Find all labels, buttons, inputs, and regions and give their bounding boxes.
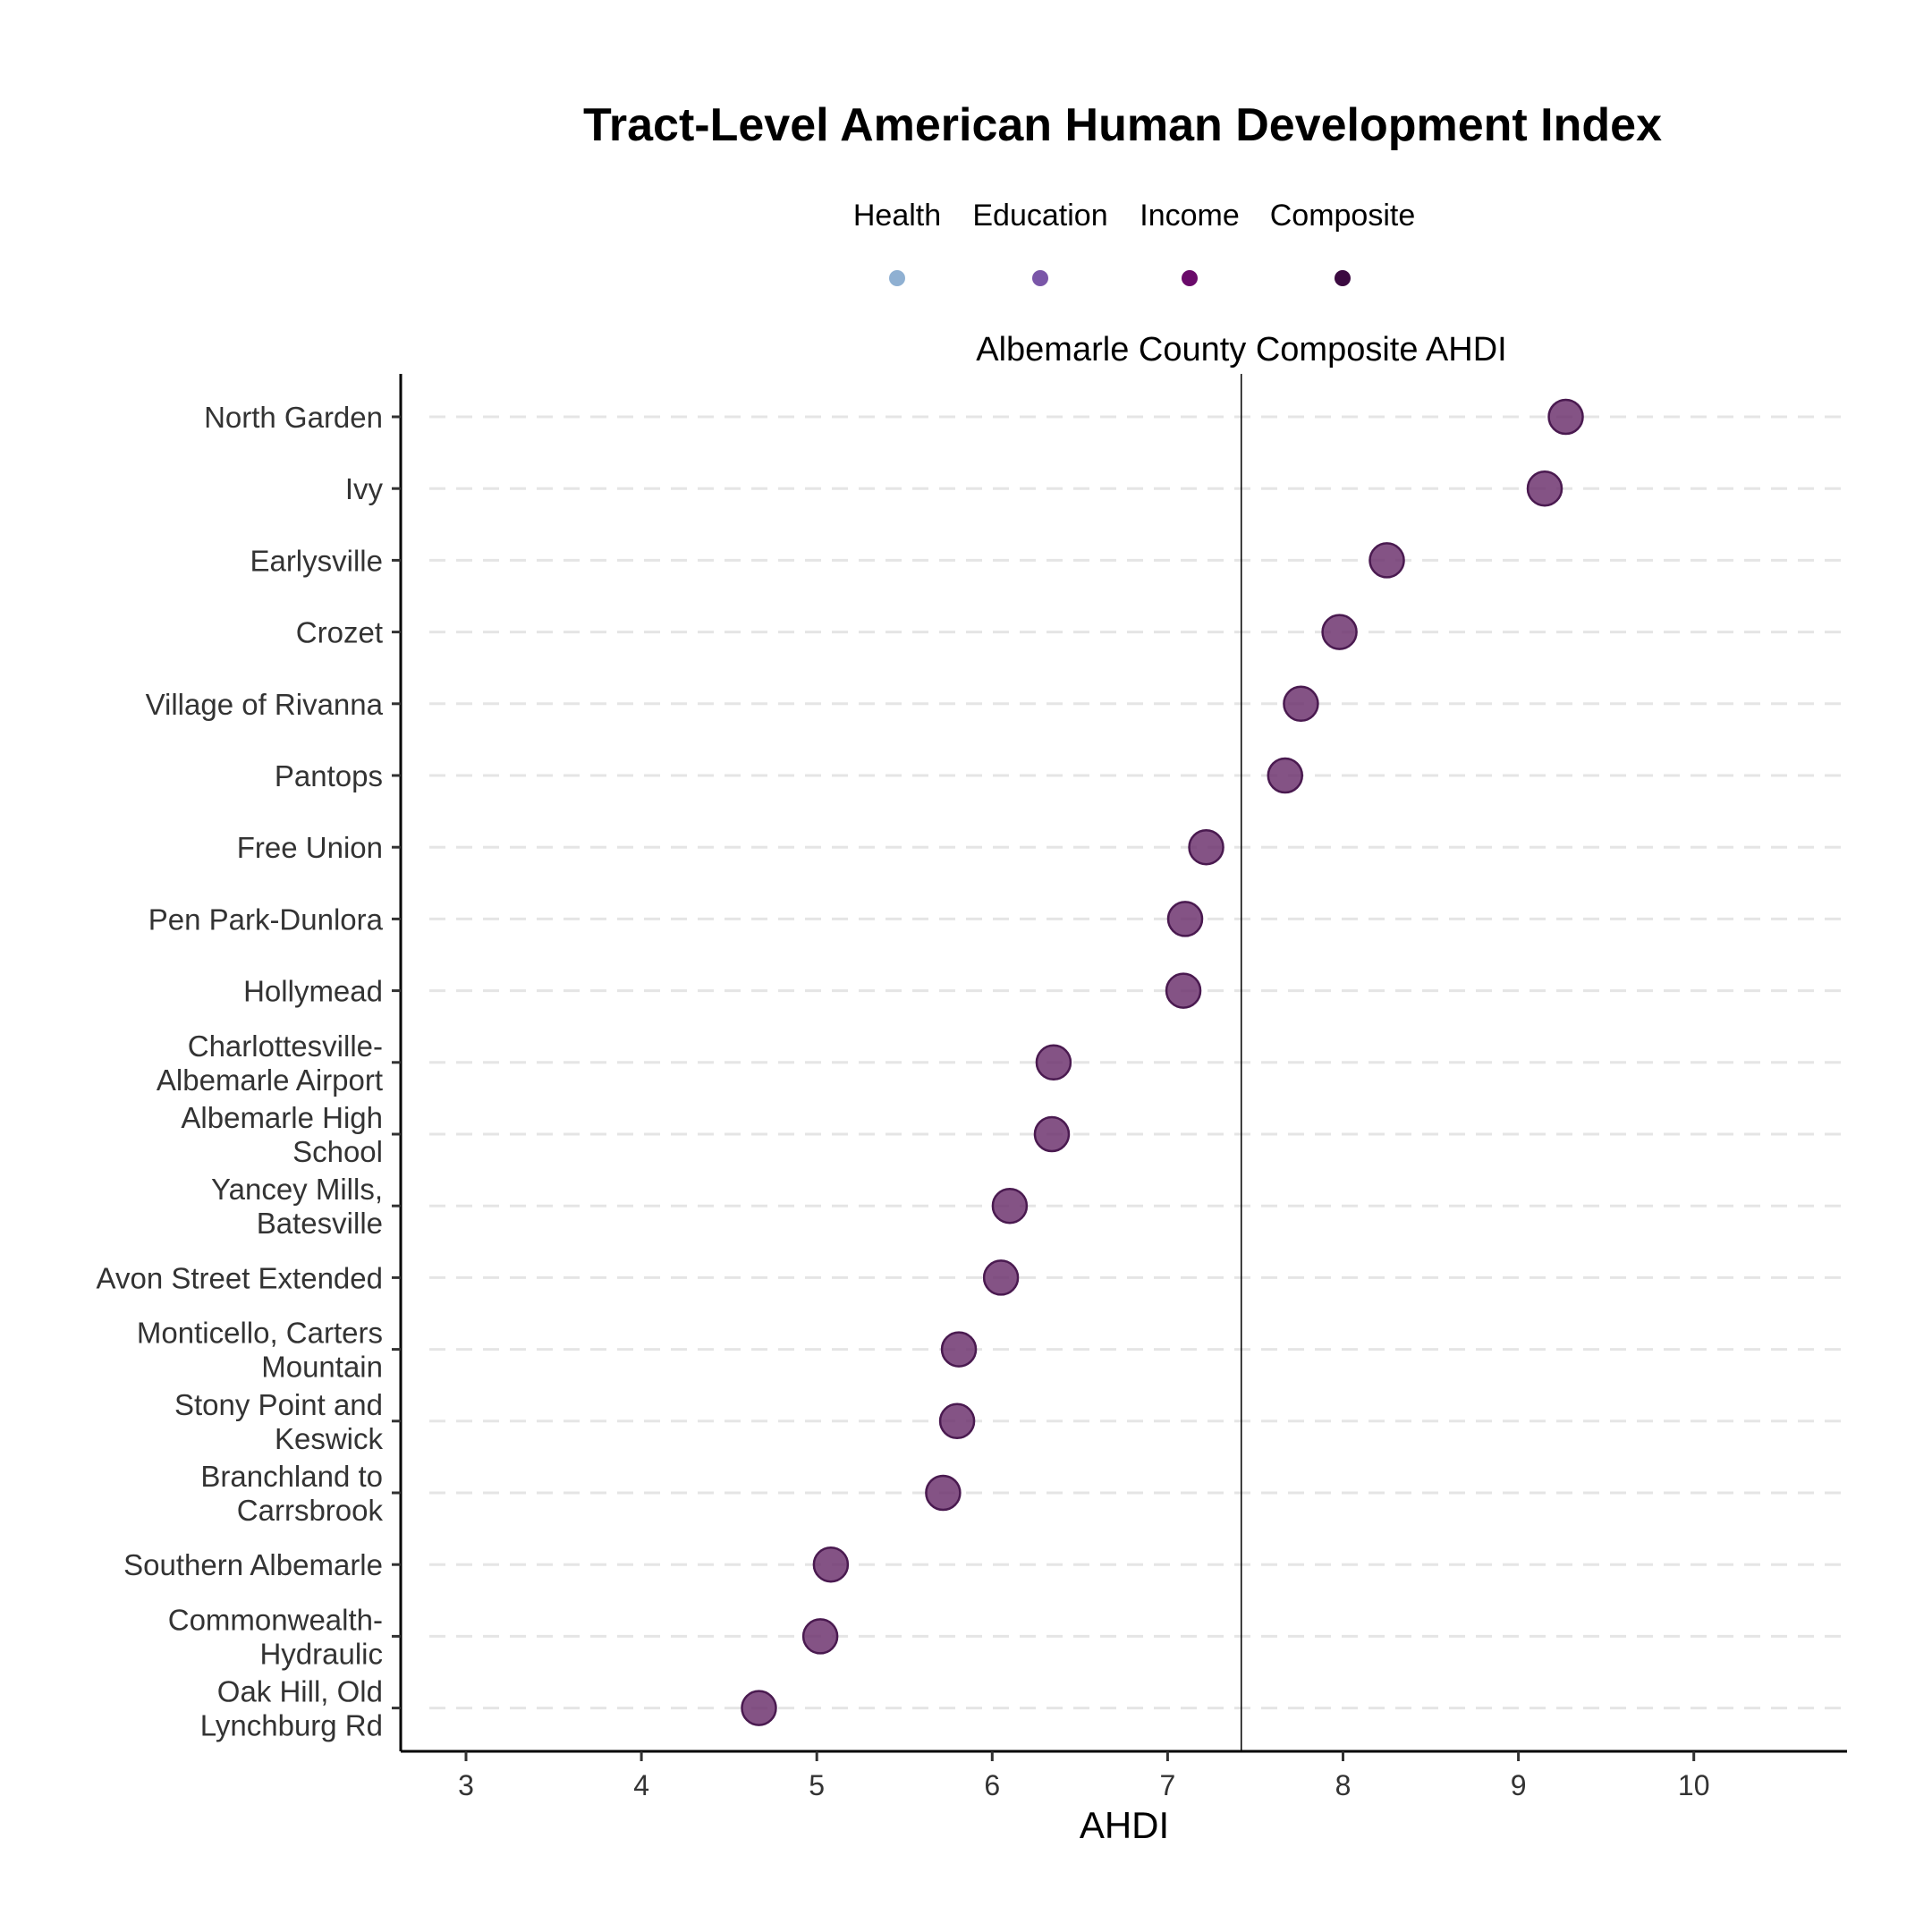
legend: Health Education Income Composite — [853, 199, 1415, 286]
legend-key-health — [889, 270, 905, 286]
y-tick-label-avon-street-extended: Avon Street Extended — [97, 1261, 383, 1294]
x-axis-ticks: 3 4 5 6 7 8 9 10 — [458, 1751, 1709, 1801]
y-tick-label-free-union: Free Union — [237, 831, 383, 864]
x-tick-label-5: 5 — [809, 1769, 825, 1801]
y-tick-label-branchland-to-carrsbrook: Branchland to Carrsbrook — [200, 1460, 383, 1527]
y-tick-label-crozet: Crozet — [296, 616, 383, 649]
point-oak-hill-old-lynchburg-rd — [741, 1690, 777, 1726]
data-points — [741, 398, 1584, 1726]
x-tick-label-7: 7 — [1160, 1769, 1176, 1801]
point-pen-park-dunlora — [1166, 901, 1204, 937]
legend-key-education — [1032, 270, 1048, 286]
y-tick-label-line: Monticello, Carters — [137, 1317, 383, 1350]
point-commonwealth-hydraulic — [801, 1618, 839, 1655]
y-tick-label-ivy: Ivy — [345, 472, 384, 505]
legend-key-composite — [1335, 270, 1351, 286]
y-tick-label-stony-point-and-keswick: Stony Point and Keswick — [174, 1388, 383, 1455]
y-tick-label-line: School — [292, 1135, 383, 1168]
point-stony-point-and-keswick — [938, 1402, 976, 1440]
x-tick-label-4: 4 — [633, 1769, 649, 1801]
x-tick-label-8: 8 — [1335, 1769, 1352, 1801]
y-tick-label-north-garden: North Garden — [204, 401, 383, 434]
y-tick-label-monticello-carters-mountain: Monticello, Carters Mountain — [137, 1317, 383, 1384]
y-tick-label-line: Hydraulic — [259, 1637, 383, 1670]
y-tick-label-pen-park-dunlora: Pen Park-Dunlora — [148, 902, 384, 936]
y-tick-label-line: Stony Point and — [174, 1388, 383, 1421]
point-village-of-rivanna — [1283, 685, 1319, 723]
y-tick-label-southern-albemarle: Southern Albemarle — [123, 1548, 383, 1581]
point-crozet — [1321, 614, 1358, 650]
point-avon-street-extended — [982, 1259, 1020, 1296]
point-branchland-to-carrsbrook — [925, 1474, 962, 1512]
y-tick-label-line: Albemarle Airport — [157, 1063, 383, 1097]
gridlines — [429, 415, 1847, 1710]
y-tick-label-charlottesville-albemarle-airport: Charlottesville-Albemarle Airport — [157, 1030, 383, 1097]
legend-label-education: Education — [972, 199, 1107, 233]
point-yancey-mills-batesville — [991, 1187, 1029, 1224]
y-tick-label-commonwealth-hydraulic: Commonwealth-Hydraulic — [168, 1603, 383, 1670]
legend-label-health: Health — [853, 199, 941, 233]
y-tick-label-pantops: Pantops — [275, 759, 383, 792]
legend-label-composite: Composite — [1270, 199, 1416, 233]
y-tick-label-line: Mountain — [261, 1351, 383, 1384]
point-hollymead — [1165, 972, 1202, 1009]
point-southern-albemarle — [812, 1546, 850, 1583]
legend-key-income — [1182, 270, 1198, 286]
point-earlysville — [1368, 542, 1405, 579]
x-tick-label-6: 6 — [984, 1769, 1000, 1801]
y-tick-label-hollymead: Hollymead — [243, 975, 383, 1008]
reference-line-group: Albemarle County Composite AHDI — [976, 331, 1507, 1751]
legend-label-income: Income — [1140, 199, 1240, 233]
y-tick-label-line: Charlottesville- — [188, 1030, 383, 1063]
y-tick-label-line: Oak Hill, Old — [217, 1675, 383, 1708]
x-tick-label-3: 3 — [458, 1769, 474, 1801]
point-free-union — [1188, 828, 1224, 866]
y-tick-label-line: Keswick — [275, 1422, 384, 1455]
y-tick-label-line: Lynchburg Rd — [200, 1709, 383, 1742]
y-tick-label-line: Commonwealth- — [168, 1603, 383, 1636]
y-tick-label-village-of-rivanna: Village of Rivanna — [146, 688, 384, 721]
y-tick-label-line: Batesville — [257, 1207, 383, 1240]
reference-line-label: Albemarle County Composite AHDI — [976, 331, 1506, 369]
point-charlottesville-albemarle-airport — [1035, 1044, 1072, 1081]
y-tick-label-line: Branchland to — [200, 1460, 383, 1493]
y-tick-label-earlysville: Earlysville — [250, 544, 383, 577]
point-albemarle-high-school — [1033, 1115, 1071, 1153]
point-monticello-carters-mountain — [940, 1331, 978, 1368]
y-axis-ticks: North Garden Ivy Earlysville Crozet Village … — [97, 401, 401, 1742]
y-tick-label-line: Albemarle High — [181, 1101, 383, 1134]
x-tick-label-10: 10 — [1678, 1769, 1710, 1801]
y-tick-label-albemarle-high-school: Albemarle High School — [181, 1101, 383, 1168]
y-tick-label-yancey-mills-batesville: Yancey Mills, Batesville — [211, 1173, 383, 1240]
point-ivy — [1526, 470, 1563, 507]
point-north-garden — [1547, 398, 1584, 436]
y-tick-label-line: Carrsbrook — [237, 1494, 384, 1527]
chart-title: Tract-Level American Human Development I… — [583, 99, 1662, 151]
x-axis-title: AHDI — [1080, 1804, 1169, 1846]
y-tick-label-line: Yancey Mills, — [211, 1173, 383, 1206]
point-pantops — [1267, 757, 1304, 794]
x-tick-label-9: 9 — [1511, 1769, 1527, 1801]
y-tick-label-oak-hill-old-lynchburg-rd: Oak Hill, Old Lynchburg Rd — [200, 1675, 383, 1742]
